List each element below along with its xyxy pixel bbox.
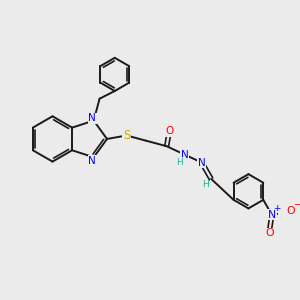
- Text: N: N: [88, 156, 96, 166]
- Text: N: N: [198, 158, 206, 168]
- Text: N: N: [88, 113, 96, 123]
- Text: N: N: [268, 210, 276, 220]
- Text: −: −: [294, 200, 300, 210]
- Text: O: O: [287, 206, 296, 216]
- Text: O: O: [265, 228, 274, 238]
- Text: N: N: [181, 150, 189, 160]
- Text: H: H: [176, 158, 183, 167]
- Text: O: O: [165, 126, 173, 136]
- Text: +: +: [273, 204, 280, 213]
- Text: S: S: [123, 129, 130, 142]
- Text: H: H: [202, 180, 209, 189]
